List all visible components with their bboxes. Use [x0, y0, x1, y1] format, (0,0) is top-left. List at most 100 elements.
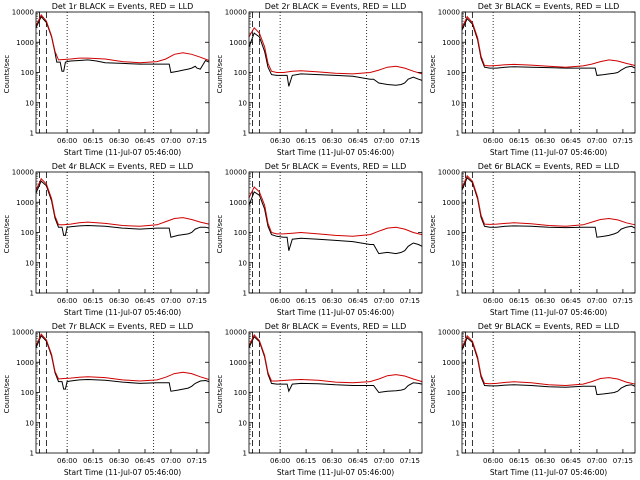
- chart-svg: 1 10 100 1000 10000 06:00 06:15 06:30 06:45 07:00…: [438, 329, 636, 465]
- x-tick-label: 06:15: [296, 137, 316, 145]
- x-tick-label: 07:15: [187, 457, 207, 465]
- chart-svg: 1 10 100 1000 10000 06:00 06:15 06:30 06:45 07:00…: [438, 169, 636, 305]
- y-tick-label: 1000: [229, 39, 247, 47]
- x-tick-label: 06:00: [57, 457, 77, 465]
- x-axis-label: Start Time (11-Jul-07 05:46:00): [276, 148, 395, 157]
- x-tick-label: 07:00: [374, 137, 394, 145]
- y-tick-label: 100: [447, 69, 460, 77]
- y-tick-label: 10: [451, 99, 460, 107]
- x-tick-label: 06:15: [509, 137, 529, 145]
- x-axis-label: Start Time (11-Jul-07 05:46:00): [489, 468, 608, 477]
- x-tick-label: 06:30: [535, 297, 555, 305]
- chart-svg: 1 10 100 1000 10000 06:00 06:15 06:30 06:45 07:00…: [438, 9, 636, 145]
- x-axis-label: Start Time (11-Jul-07 05:46:00): [276, 308, 395, 317]
- series-line: [461, 336, 636, 396]
- x-tick-label: 07:15: [187, 297, 207, 305]
- x-tick-label: 06:45: [561, 137, 581, 145]
- y-axis-label: Counts/sec: [216, 374, 224, 414]
- x-tick-label: 06:00: [483, 457, 503, 465]
- chart-panel: 1 10 100 1000 10000 06:30 06:15 06:30 06:45 07:00…: [213, 0, 426, 160]
- x-tick-label: 06:30: [535, 137, 555, 145]
- y-tick-label: 1000: [442, 39, 460, 47]
- chart-title: Det 4r BLACK = Events, RED = LLD: [51, 162, 194, 171]
- y-tick-label: 10000: [225, 329, 247, 337]
- x-tick-label: 06:45: [348, 297, 368, 305]
- x-tick-label: 06:15: [509, 297, 529, 305]
- x-tick-label: 06:15: [509, 457, 529, 465]
- x-tick-label: 06:15: [83, 137, 103, 145]
- series-line: [461, 174, 636, 227]
- y-tick-label: 1: [456, 290, 460, 298]
- plot-frame: [35, 11, 210, 134]
- series-line: [35, 15, 210, 74]
- chart-title: Det 7r BLACK = Events, RED = LLD: [51, 322, 194, 331]
- y-tick-label: 100: [447, 389, 460, 397]
- x-tick-label: 06:45: [348, 457, 368, 465]
- y-tick-label: 100: [21, 69, 34, 77]
- y-tick-label: 1: [456, 130, 460, 138]
- y-tick-label: 1000: [229, 359, 247, 367]
- x-tick-label: 06:45: [561, 297, 581, 305]
- x-tick-label: 07:00: [587, 137, 607, 145]
- y-tick-label: 100: [234, 389, 247, 397]
- chart-panel: 1 10 100 1000 10000 06:00 06:15 06:30 06:45 07:00…: [426, 160, 639, 320]
- x-axis-label: Start Time (11-Jul-07 05:46:00): [63, 468, 182, 477]
- x-tick-label: 06:00: [270, 457, 290, 465]
- y-axis-label: Counts/sec: [216, 54, 224, 94]
- chart-panel: 1 10 100 1000 10000 06:00 06:15 06:30 06:45 07:00…: [0, 0, 213, 160]
- x-tick-label: 06:00: [57, 137, 77, 145]
- y-tick-label: 10: [451, 259, 460, 267]
- x-tick-label: 06:30: [322, 457, 342, 465]
- plot-frame: [248, 171, 423, 294]
- plot-frame: [35, 331, 210, 454]
- chart-svg: 1 10 100 1000 10000 06:00 06:15 06:30 06:45 07:00…: [225, 329, 423, 465]
- series-line: [35, 334, 210, 392]
- x-tick-label: 06:15: [83, 457, 103, 465]
- y-tick-label: 1: [30, 450, 34, 458]
- x-tick-label: 07:00: [161, 137, 181, 145]
- y-tick-label: 1: [30, 290, 34, 298]
- y-axis-label: Counts/sec: [429, 54, 437, 94]
- y-tick-label: 10: [238, 419, 247, 427]
- x-axis-label: Start Time (11-Jul-07 05:46:00): [63, 308, 182, 317]
- series-line: [248, 26, 423, 75]
- x-tick-label: 06:30: [109, 297, 129, 305]
- series-line: [248, 191, 423, 255]
- chart-title: Det 3r BLACK = Events, RED = LLD: [477, 2, 620, 11]
- y-axis-label: Counts/sec: [429, 374, 437, 414]
- x-tick-label: 06:00: [270, 297, 290, 305]
- chart-panel: 1 10 100 1000 10000 06:00 06:15 06:30 06:45 07:00…: [0, 320, 213, 480]
- x-axis-label: Start Time (11-Jul-07 05:46:00): [63, 148, 182, 157]
- y-tick-label: 10: [238, 99, 247, 107]
- series-line: [461, 17, 636, 76]
- x-tick-label: 07:15: [400, 137, 420, 145]
- x-tick-label: 07:15: [400, 457, 420, 465]
- y-tick-label: 10000: [438, 329, 460, 337]
- x-tick-label: 07:00: [374, 297, 394, 305]
- x-tick-label: 07:15: [613, 297, 633, 305]
- y-tick-label: 10000: [438, 169, 460, 177]
- series-line: [461, 176, 636, 238]
- y-tick-label: 10: [25, 419, 34, 427]
- y-tick-label: 100: [21, 229, 34, 237]
- chart-panel: 1 10 100 1000 10000 06:00 06:15 06:30 06:45 07:00…: [213, 320, 426, 480]
- x-tick-label: 07:15: [187, 137, 207, 145]
- x-tick-label: 06:15: [83, 297, 103, 305]
- y-tick-label: 1: [243, 450, 247, 458]
- x-tick-label: 06:45: [348, 137, 368, 145]
- x-axis-label: Start Time (11-Jul-07 05:46:00): [276, 468, 395, 477]
- y-tick-label: 10000: [225, 9, 247, 17]
- plot-frame: [461, 171, 636, 294]
- y-tick-label: 1000: [16, 359, 34, 367]
- x-axis-label: Start Time (11-Jul-07 05:46:00): [489, 148, 608, 157]
- x-tick-label: 06:00: [57, 297, 77, 305]
- series-line: [35, 333, 210, 382]
- x-tick-label: 06:30: [322, 297, 342, 305]
- y-tick-label: 10: [451, 419, 460, 427]
- x-tick-label: 07:00: [587, 297, 607, 305]
- chart-svg: 1 10 100 1000 10000 06:00 06:15 06:30 06:45 07:00…: [12, 169, 210, 305]
- y-tick-label: 10000: [225, 169, 247, 177]
- x-tick-label: 06:45: [135, 137, 155, 145]
- y-tick-label: 100: [234, 229, 247, 237]
- chart-panel: 1 10 100 1000 10000 06:00 06:15 06:30 06:45 07:00…: [213, 160, 426, 320]
